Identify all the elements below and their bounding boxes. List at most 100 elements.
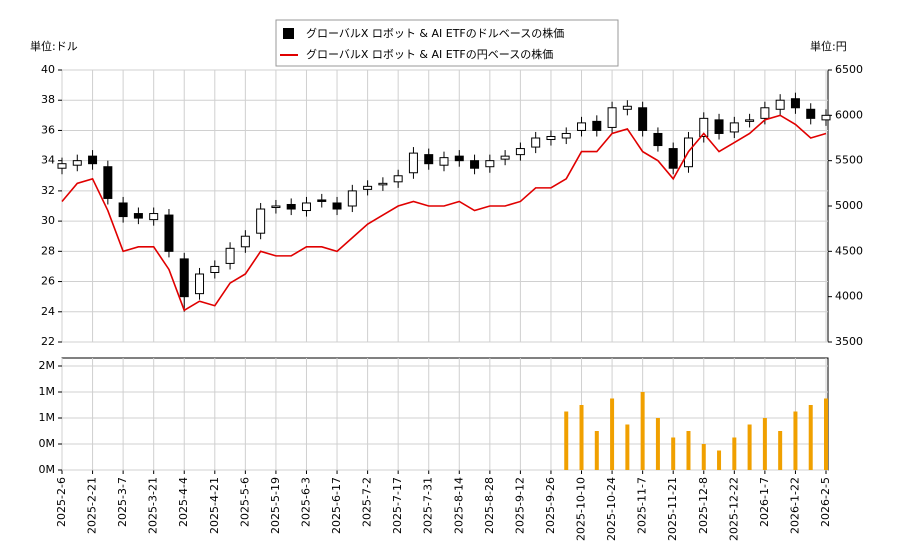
y-tick-label: 40 [41,63,55,76]
y2-tick-label: 5000 [835,199,863,212]
candle-body [179,258,189,298]
candle-body [714,119,724,134]
candle-body [133,213,143,219]
y2-tick-label: 4000 [835,290,863,303]
candle-body [301,202,311,212]
candle-body [363,185,373,190]
volume-frame [61,357,829,471]
x-tick-label: 2025-3-21 [147,477,160,534]
candle-body [256,208,266,234]
candle-body [347,190,357,207]
y-tick-label: 36 [41,123,55,136]
candle-body [393,175,403,183]
candle-body [500,155,510,160]
candle-body [653,132,663,147]
candle-body [561,132,571,139]
x-tick-label: 2025-10-10 [575,477,588,541]
volume-bar [564,411,569,470]
candle-body [88,155,98,165]
volume-bar [824,398,828,470]
y-tick-label: 24 [41,305,55,318]
x-tick-label: 2025-4-4 [177,477,190,527]
x-tick-label: 2025-8-14 [452,477,465,534]
y2-tick-label: 6000 [835,108,863,121]
y-tick-label: 26 [41,275,55,288]
x-tick-label: 2025-2-21 [86,477,99,534]
candle-body [454,155,464,162]
x-tick-label: 2025-7-17 [391,477,404,534]
y2-tick-label: 5500 [835,154,863,167]
candle-body [118,202,128,218]
x-tick-label: 2025-12-22 [727,477,740,541]
y-axis-label: 単位:ドル [30,39,78,53]
volume-bar [594,430,599,470]
candle-body [745,119,755,122]
y2-tick-label: 3500 [835,335,863,348]
candle-body [622,105,632,110]
candle-body [210,265,220,273]
y-tick-label: 2M [39,359,56,372]
volume-bar [625,424,630,470]
x-tick-label: 2026-2-5 [819,477,832,527]
x-tick-label: 2026-1-7 [758,477,771,527]
candle-body [72,160,82,166]
volume-bar [701,443,706,470]
y-tick-label: 0M [39,437,56,450]
candle-body [195,273,205,295]
x-tick-label: 2025-5-19 [269,477,282,534]
candle-body [531,137,541,148]
volume-bar [778,430,783,470]
x-tick-label: 2025-10-24 [605,477,618,541]
candle-body [378,182,388,186]
volume-bar [732,437,737,470]
x-tick-label: 2025-9-12 [513,477,526,534]
x-tick-label: 2025-6-3 [299,477,312,527]
volume-bar [747,424,752,470]
volume-bar [610,398,615,470]
volume-bar [717,450,722,470]
candle-body [424,154,434,165]
x-tick-label: 2025-4-21 [208,477,221,534]
x-tick-label: 2025-11-7 [636,477,649,534]
volume-bar [640,391,645,470]
candle-body [485,160,495,168]
candle-body [607,107,617,128]
volume-bar [655,417,660,470]
legend [275,19,619,67]
candle-body [103,166,113,199]
x-tick-label: 2025-12-8 [697,477,710,534]
legend-label: グローバルX ロボット & AI ETFのドルベースの株価 [306,26,564,40]
y-tick-label: 38 [41,93,55,106]
y2-tick-label: 6500 [835,63,863,76]
candle-body [699,117,709,137]
price-line [61,114,827,312]
x-tick-label: 2025-8-28 [483,477,496,534]
x-tick-label: 2026-1-22 [788,477,801,534]
candle-body [271,205,281,209]
volume-bar [793,411,798,470]
x-tick-label: 2025-9-26 [544,477,557,534]
candle-body [821,114,831,121]
volume-bar [671,437,676,470]
x-tick-label: 2025-7-2 [361,477,374,527]
candle-body [592,120,602,131]
y-tick-label: 30 [41,214,55,227]
x-tick-label: 2025-6-17 [330,477,343,534]
y2-axis-label: 単位:円 [810,39,847,53]
volume-bar [762,417,767,470]
y2-tick-label: 4500 [835,244,863,257]
candle-body [149,213,159,221]
candle-body [470,160,480,169]
candle-body [790,98,800,109]
y-tick-label: 1M [39,385,56,398]
candle-body [408,152,418,174]
candle-body [577,122,587,131]
candle-body [775,99,785,110]
volume-bar [808,404,813,470]
x-tick-label: 2025-3-7 [116,477,129,527]
candle-body [164,214,174,252]
candle-body [806,108,816,119]
x-tick-label: 2025-2-6 [55,477,68,527]
candle-body [760,107,770,119]
